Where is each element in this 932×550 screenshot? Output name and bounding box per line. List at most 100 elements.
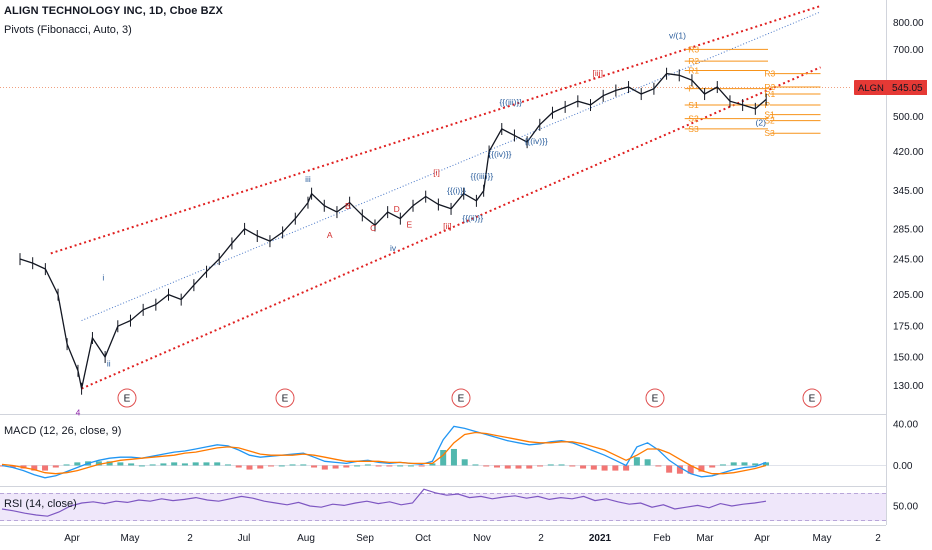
time-axis-tick-label: 2021 [589,533,612,544]
pivot-label: R3 [688,44,699,54]
macd-histogram-bar [493,465,500,468]
macd-histogram-bar [257,465,264,469]
last-price-value-tag: 545.05 [887,80,927,95]
earnings-marker-label: E [458,394,465,405]
macd-histogram-bar [558,464,565,466]
macd-histogram-bar [42,465,49,471]
wave-label: {{(iv)}} [525,136,548,146]
wave-label: E [407,219,413,229]
macd-histogram-bar [268,465,275,467]
price-tag-symbol: ALGN [858,83,884,94]
wave-label: i [102,272,104,282]
pivots-indicator-label[interactable]: Pivots (Fibonacci, Auto, 3) [4,24,132,36]
macd-histogram-bar [343,465,350,468]
time-axis-tick-label: Jul [238,533,251,544]
time-axis-tick-label: 2 [187,533,193,544]
regression-channel[interactable] [50,5,821,390]
earnings-marker [275,388,295,408]
price-axis-tick-label: 130.00 [893,381,924,392]
price-axis-tick-label: 420.00 [893,147,924,158]
last-price-tag: ALGN [854,80,896,95]
time-axis[interactable]: Apr May 2 Jul Aug Sep Oct Nov 2 2021 Feb Mar Apr May 2 [64,533,881,544]
macd-histogram-bar [375,465,382,467]
earnings-marker-label: E [652,394,659,405]
wave-labels: 4iiiiiiivv/(1){{(i)}}{{(ii)}}{{(iii)}}{{… [76,30,767,417]
wave-label: iii [305,174,311,184]
pivot-label: S2 [764,116,775,126]
macd-histogram-bar [181,463,188,466]
macd-histogram-bar [106,461,113,466]
macd-histogram-bar [192,462,199,466]
macd-histogram-bar [515,465,522,469]
macd-histogram-bar [655,465,662,467]
macd-histogram-bar [332,465,339,469]
price-axis-tick-label: 150.00 [893,352,924,363]
price-series[interactable] [19,67,767,395]
wave-label: (2) [756,118,767,128]
macd-histogram-bar [138,465,145,467]
price-axis[interactable]: 800.00700.00580.00500.00420.00345.00285.… [893,18,924,392]
macd-histogram-bar [730,462,737,466]
macd-histogram-bar [698,465,705,472]
macd-histogram-bar [171,462,178,466]
price-axis-tick-label: 700.00 [893,45,924,56]
rsi-line [1,488,767,517]
wave-label: {{(iv)}} [488,149,511,159]
macd-histogram-bar [224,464,231,466]
macd-histogram-bar [763,462,769,466]
macd-histogram-bar [300,464,307,466]
macd-histogram-bar [644,459,651,466]
time-axis-tick-label: Oct [415,533,431,544]
macd-histogram-bar [590,465,597,470]
macd-histogram-bar [666,465,673,473]
price-axis-tick-label: 175.00 [893,322,924,333]
macd-indicator-label[interactable]: MACD (12, 26, close, 9) [4,425,122,437]
pivot-label: S1 [764,110,775,120]
time-axis-tick-label: Sep [356,533,374,544]
macd-histogram-bar [633,457,640,466]
pivot-label: S2 [688,114,699,124]
macd-histogram-bar [149,464,156,466]
macd-histogram-bar [526,465,533,469]
macd-histogram-bar [52,465,59,468]
wave-label: B [345,201,351,211]
macd-histogram-bar [354,465,361,467]
time-axis-tick-label: Feb [653,533,671,544]
macd-histogram-bar [74,462,81,466]
macd-histogram-bar [623,465,630,471]
time-axis-tick-label: Apr [64,533,80,544]
chart-title[interactable]: ALIGN TECHNOLOGY INC, 1D, Cboe BZX [4,5,223,17]
wave-label: 4 [76,407,81,417]
rsi-indicator-label[interactable]: RSI (14, close) [4,498,77,510]
time-axis-tick-label: Mar [696,533,714,544]
macd-histogram-bar [580,465,587,469]
rsi-axis-tick-label: 50.00 [893,502,918,513]
time-axis-tick-label: May [813,533,832,544]
time-axis-tick-label: 2 [538,533,544,544]
channel-lower-line [81,66,821,390]
wave-label: {{(iii)}} [499,97,522,107]
macd-histogram-bar [311,465,318,468]
earnings-marker [117,388,137,408]
rsi-pane[interactable]: 50.00 [1,488,918,517]
time-axis-tick-label: Nov [473,533,491,544]
wave-label: iv [390,243,397,253]
macd-histogram-bar [235,465,242,468]
macd-histogram-bar [128,463,135,466]
wave-label: C [370,223,376,233]
macd-histogram-bar [364,464,371,466]
price-axis-tick-label: 800.00 [893,18,924,29]
pivot-label: R2 [764,82,775,92]
macd-histogram-bar [752,463,759,466]
macd-line [1,425,767,479]
macd-histogram-bar [504,465,511,469]
macd-histogram-bar [397,465,404,467]
macd-histogram-bar [676,465,683,474]
macd-histogram-bar [687,465,694,474]
earnings-marker-label: E [809,394,816,405]
macd-pane[interactable]: 40.00 0.00 [0,420,918,479]
price-axis-tick-label: 345.00 [893,186,924,197]
